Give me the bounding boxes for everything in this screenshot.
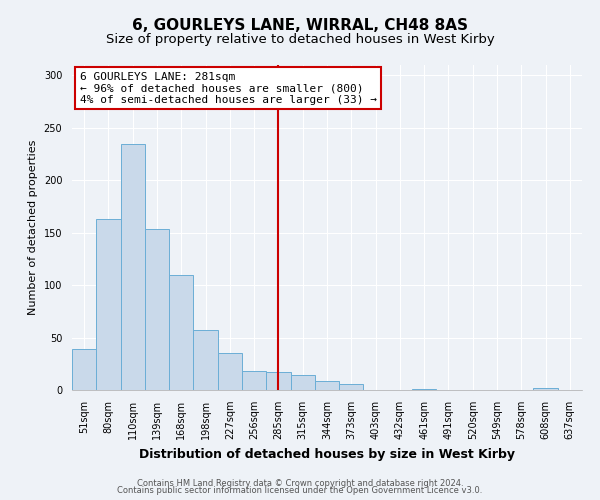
X-axis label: Distribution of detached houses by size in West Kirby: Distribution of detached houses by size … [139,448,515,460]
Bar [290,376,315,390]
Text: Size of property relative to detached houses in West Kirby: Size of property relative to detached ho… [106,32,494,46]
Bar [96,219,121,390]
Bar [169,274,193,390]
Bar [72,349,96,390]
Text: 6 GOURLEYS LANE: 281sqm
← 96% of detached houses are smaller (800)
4% of semi-de: 6 GOURLEYS LANE: 281sqm ← 96% of detache… [80,72,377,104]
Bar [315,380,339,390]
Bar [242,371,266,390]
Bar [339,384,364,390]
Bar [193,330,218,390]
Bar [266,372,290,390]
Y-axis label: Number of detached properties: Number of detached properties [28,140,38,315]
Bar [412,389,436,390]
Text: 6, GOURLEYS LANE, WIRRAL, CH48 8AS: 6, GOURLEYS LANE, WIRRAL, CH48 8AS [132,18,468,32]
Bar [121,144,145,390]
Text: Contains HM Land Registry data © Crown copyright and database right 2024.: Contains HM Land Registry data © Crown c… [137,478,463,488]
Text: Contains public sector information licensed under the Open Government Licence v3: Contains public sector information licen… [118,486,482,495]
Bar [145,228,169,390]
Bar [533,388,558,390]
Bar [218,354,242,390]
